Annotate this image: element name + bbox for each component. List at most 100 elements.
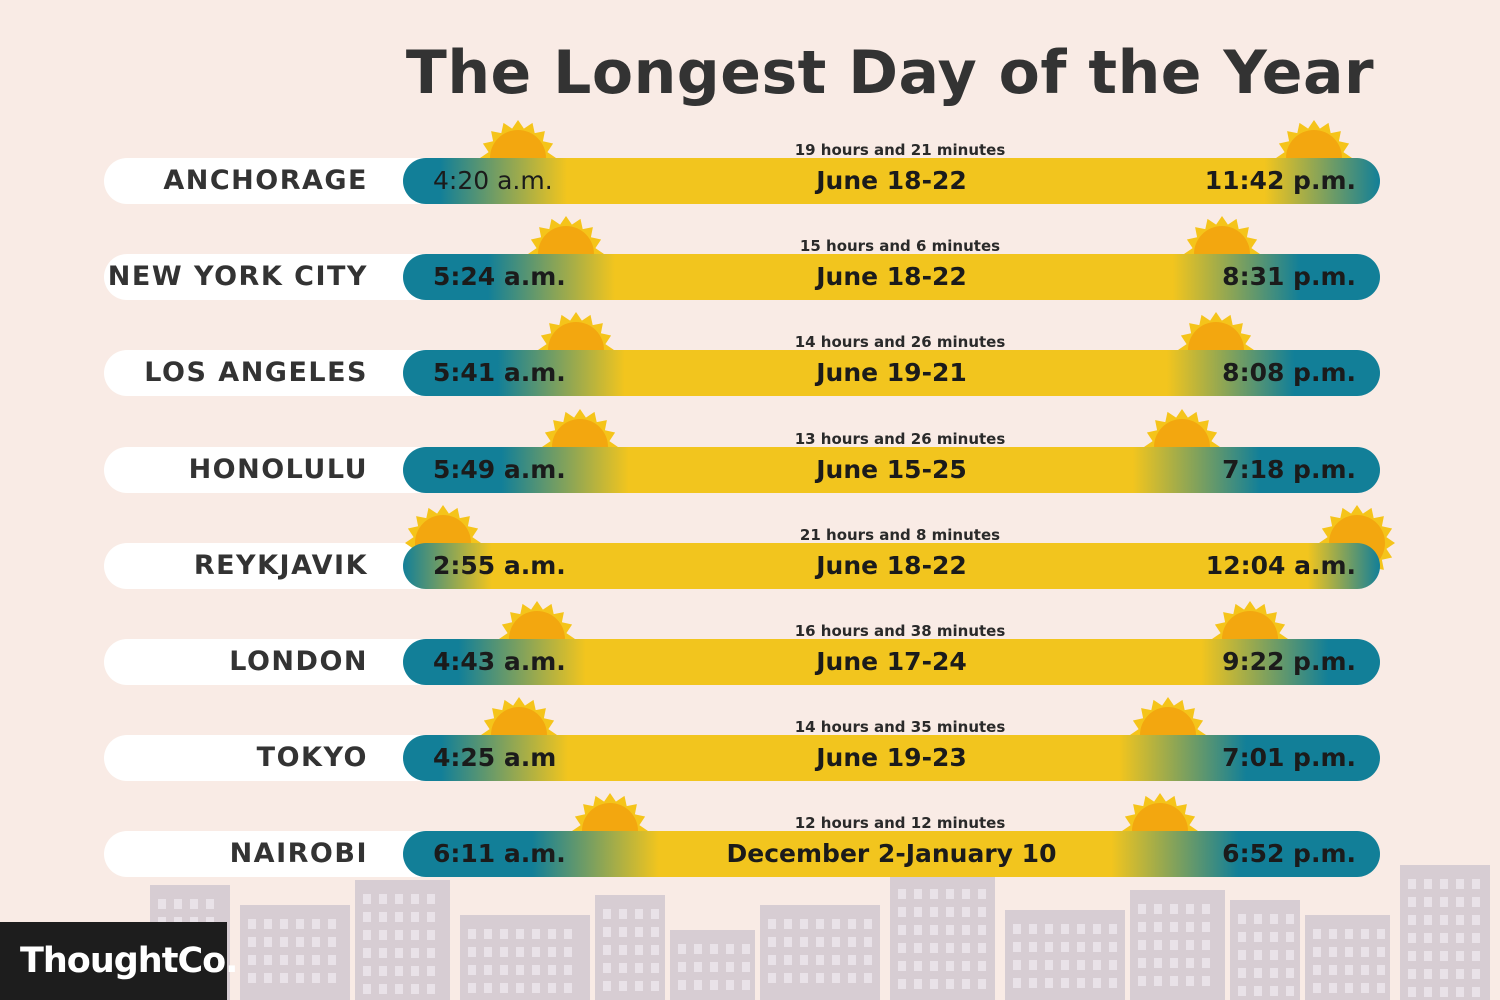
skyline-window	[603, 981, 611, 991]
sunset-time: 8:08 p.m.	[1222, 358, 1356, 388]
skyline-window	[328, 937, 336, 947]
skyline-window	[1456, 969, 1464, 979]
skyline-window	[1045, 942, 1053, 952]
skyline-window	[864, 937, 872, 947]
skyline-window	[1472, 987, 1480, 997]
skyline-window	[484, 965, 492, 975]
skyline-window	[427, 984, 435, 994]
skyline-window	[1440, 951, 1448, 961]
skyline-window	[395, 930, 403, 940]
city-name: LOS ANGELES	[144, 357, 368, 389]
skyline-window	[710, 944, 718, 954]
skyline-window	[1154, 922, 1162, 932]
skyline-window	[1202, 958, 1210, 968]
daylight-duration: 19 hours and 21 minutes	[794, 141, 1006, 159]
daylight-bar: 6:11 a.m. December 2-January 10 6:52 p.m.	[403, 831, 1380, 878]
skyline-window	[1472, 897, 1480, 907]
skyline-window	[768, 973, 776, 983]
daylight-bar: 4:25 a.m June 19-23 7:01 p.m.	[403, 735, 1380, 782]
skyline-window	[379, 966, 387, 976]
skyline-window	[280, 937, 288, 947]
skyline-window	[800, 919, 808, 929]
skyline-window	[1254, 986, 1262, 996]
skyline-window	[1154, 940, 1162, 950]
skyline-window	[1254, 932, 1262, 942]
skyline-window	[1440, 933, 1448, 943]
skyline-window	[1440, 915, 1448, 925]
skyline-window	[564, 947, 572, 957]
skyline-window	[1045, 960, 1053, 970]
row-honolulu: 13 hours and 26 minutes HONOLULU 5:49 a.m.…	[0, 408, 1500, 526]
skyline-window	[864, 973, 872, 983]
skyline-window	[516, 929, 524, 939]
skyline-window	[848, 955, 856, 965]
skyline-window	[548, 947, 556, 957]
skyline-window	[1154, 904, 1162, 914]
skyline-window	[1270, 932, 1278, 942]
skyline-window	[395, 894, 403, 904]
skyline-window	[1138, 976, 1146, 986]
skyline-window	[619, 945, 627, 955]
skyline-window	[1456, 879, 1464, 889]
skyline-window	[500, 965, 508, 975]
skyline-window	[1109, 978, 1117, 988]
skyline-window	[427, 912, 435, 922]
skyline-window	[564, 929, 572, 939]
skyline-window	[548, 983, 556, 993]
skyline-window	[962, 943, 970, 953]
skyline-window	[816, 955, 824, 965]
city-name: LONDON	[229, 646, 368, 677]
skyline-window	[898, 943, 906, 953]
skyline-window	[930, 925, 938, 935]
skyline-window	[710, 980, 718, 990]
skyline-window	[946, 907, 954, 917]
skyline-window	[1472, 951, 1480, 961]
skyline-window	[1093, 960, 1101, 970]
skyline-window	[742, 980, 750, 990]
skyline-window	[1170, 940, 1178, 950]
skyline-window	[1286, 914, 1294, 924]
daylight-duration: 14 hours and 35 minutes	[794, 718, 1006, 737]
skyline-window	[1472, 969, 1480, 979]
skyline-window	[1456, 933, 1464, 943]
city-name: NEW YORK CITY	[107, 261, 368, 293]
skyline-window	[1186, 922, 1194, 932]
skyline-window	[516, 965, 524, 975]
skyline-window	[427, 930, 435, 940]
skyline-window	[379, 948, 387, 958]
skyline-window	[1029, 942, 1037, 952]
skyline-window	[742, 944, 750, 954]
skyline-window	[1270, 968, 1278, 978]
date-range: June 15-25	[816, 454, 967, 484]
skyline-window	[1440, 969, 1448, 979]
skyline-window	[1456, 951, 1464, 961]
skyline-window	[914, 943, 922, 953]
skyline-window	[1408, 987, 1416, 997]
skyline-window	[280, 919, 288, 929]
city-name: HONOLULU	[188, 453, 368, 485]
row-los-angeles: 14 hours and 26 minutes LOS ANGELES 5:41 a…	[0, 312, 1500, 429]
skyline-window	[264, 937, 272, 947]
skyline-window	[248, 919, 256, 929]
skyline-window	[1408, 969, 1416, 979]
date-range: June 17-24	[816, 647, 967, 676]
skyline-window	[1472, 933, 1480, 943]
skyline-window	[484, 929, 492, 939]
skyline-window	[1472, 915, 1480, 925]
skyline-window	[1154, 976, 1162, 986]
skyline-window	[1377, 929, 1385, 939]
skyline-window	[158, 899, 166, 909]
skyline-window	[363, 912, 371, 922]
skyline-window	[206, 899, 214, 909]
skyline-window	[427, 966, 435, 976]
skyline-window	[962, 907, 970, 917]
skyline-window	[619, 963, 627, 973]
skyline-window	[1361, 983, 1369, 993]
skyline-window	[1186, 958, 1194, 968]
skyline-window	[468, 983, 476, 993]
skyline-window	[726, 962, 734, 972]
skyline-window	[726, 980, 734, 990]
skyline-window	[1202, 904, 1210, 914]
skyline-window	[1238, 914, 1246, 924]
sunset-time: 7:18 p.m.	[1222, 454, 1356, 484]
